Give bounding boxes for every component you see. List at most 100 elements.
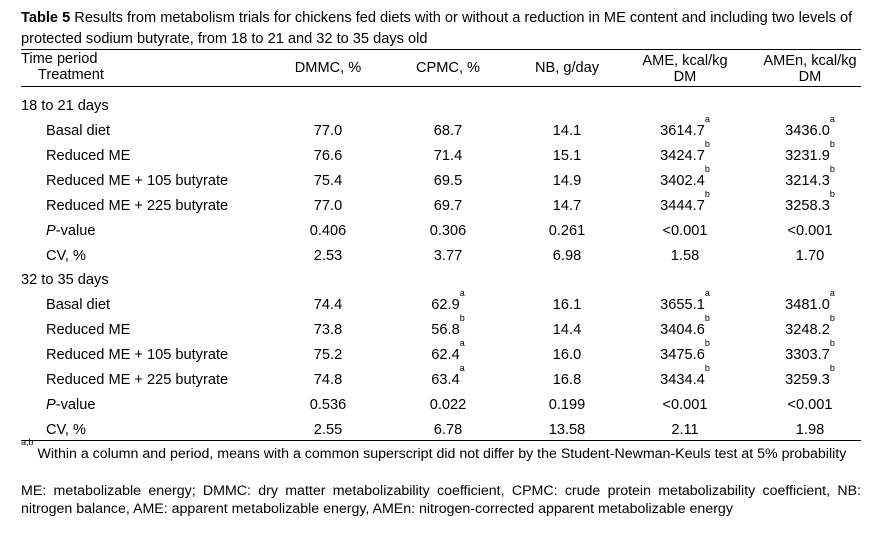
cell-value: 3475.6	[660, 347, 705, 363]
row-label: CV, %	[46, 247, 86, 265]
cell-superscript: a	[459, 363, 465, 373]
cell-value: 3404.6	[660, 322, 705, 338]
table-cell: 0.199	[507, 396, 627, 414]
table-cell: 0.536	[268, 396, 388, 414]
cell-value: 2.11	[671, 422, 699, 438]
header-rule	[21, 86, 861, 87]
cell-value: 16.1	[552, 297, 582, 313]
header-col-4-line2: DM	[673, 69, 697, 85]
cell-value: 3402.4	[660, 173, 705, 189]
cell-value: 3258.3	[785, 198, 830, 214]
header-col-1: DMMC, %	[294, 60, 362, 76]
table-cell: 1.98	[750, 421, 870, 439]
table-cell: 62.9a	[388, 289, 508, 314]
row-label-text: Reduced ME + 105 butyrate	[46, 173, 229, 189]
cell-value: 71.4	[433, 148, 463, 164]
cell-value: 13.58	[548, 422, 586, 438]
table-cell: 16.0	[507, 346, 627, 364]
cell-value: <0.001	[787, 397, 833, 413]
cell-value: 62.9	[431, 297, 460, 313]
cell-value: 3614.7	[660, 123, 705, 139]
cell-value: 2.55	[313, 422, 343, 438]
cell-superscript: b	[704, 139, 710, 149]
row-label-text: Reduced ME	[46, 148, 131, 164]
table-cell: 6.98	[507, 247, 627, 265]
cell-value: 3231.9	[785, 148, 830, 164]
cell-superscript: b	[829, 338, 835, 348]
header-time-period: Time period	[21, 51, 98, 67]
header-col-5-line2: DM	[798, 69, 822, 85]
table-cell: 13.58	[507, 421, 627, 439]
cell-superscript: b	[704, 164, 710, 174]
cell-value: 1.70	[795, 248, 825, 264]
table-cell: 6.78	[388, 421, 508, 439]
cell-value: <0.001	[662, 397, 708, 413]
cell-value: 69.7	[433, 198, 463, 214]
table-cell: 3444.7b	[625, 190, 745, 215]
table-cell: 3402.4b	[625, 165, 745, 190]
cell-value: 3248.2	[785, 322, 830, 338]
row-label-text: Reduced ME + 225 butyrate	[46, 372, 229, 388]
table-cell: <0.001	[625, 222, 745, 240]
row-label-text: Reduced ME + 105 butyrate	[46, 347, 229, 363]
cell-value: 0.261	[548, 223, 586, 239]
cell-value: <0.001	[662, 223, 708, 239]
cell-superscript: a	[704, 114, 710, 124]
table-cell: 74.4	[268, 296, 388, 314]
row-label: Reduced ME + 225 butyrate	[46, 371, 228, 389]
table-caption-text: Results from metabolism trials for chick…	[21, 10, 853, 47]
cell-value: 74.4	[313, 297, 343, 313]
cell-value: <0.001	[787, 223, 833, 239]
row-label-text: CV, %	[46, 248, 87, 264]
cell-value: 68.7	[433, 123, 463, 139]
row-label-text: Basal diet	[46, 123, 111, 139]
table-cell: 56.8b	[388, 314, 508, 339]
table-cell: 3655.1a	[625, 289, 745, 314]
table-cell: <0.001	[625, 396, 745, 414]
cell-superscript: b	[829, 189, 835, 199]
cell-value: 1.98	[795, 422, 825, 438]
row-label: Reduced ME + 105 butyrate	[46, 172, 228, 190]
cell-superscript: a	[704, 288, 710, 298]
cell-superscript: b	[829, 363, 835, 373]
cell-value: 77.0	[313, 123, 343, 139]
row-label-italic: P	[46, 397, 56, 413]
cell-value: 0.022	[429, 397, 467, 413]
cell-value: 14.4	[552, 322, 582, 338]
cell-value: 3655.1	[660, 297, 705, 313]
row-label: CV, %	[46, 421, 86, 439]
cell-value: 6.98	[552, 248, 582, 264]
cell-superscript: a	[459, 338, 465, 348]
table-cell: 16.8	[507, 371, 627, 389]
header-treatment: Treatment	[38, 67, 104, 83]
row-label: Basal diet	[46, 122, 110, 140]
table-cell: 0.406	[268, 222, 388, 240]
table-cell: 3481.0a	[750, 289, 870, 314]
cell-value: 56.8	[431, 322, 460, 338]
table-cell: 3434.4b	[625, 364, 745, 389]
cell-value: 3303.7	[785, 347, 830, 363]
cell-value: 6.78	[433, 422, 463, 438]
footnote-abbreviations: ME: metabolizable energy; DMMC: dry matt…	[21, 483, 861, 517]
cell-value: 3.77	[433, 248, 463, 264]
cell-value: 14.9	[552, 173, 582, 189]
footnote-sup: a,b	[21, 437, 34, 447]
table-cell: 15.1	[507, 147, 627, 165]
cell-superscript: b	[459, 313, 465, 323]
cell-value: 0.306	[429, 223, 467, 239]
cell-value: 63.4	[431, 372, 460, 388]
table-cell: 69.7	[388, 197, 508, 215]
footnote-superscripts: a,b Within a column and period, means wi…	[21, 438, 861, 463]
table-cell: 75.4	[268, 172, 388, 190]
cell-value: 76.6	[313, 148, 343, 164]
period-title: 18 to 21 days	[21, 98, 109, 114]
header-col-4: AME, kcal/kg	[642, 53, 728, 69]
top-rule	[21, 49, 861, 50]
bottom-rule	[21, 440, 861, 441]
cell-value: 2.53	[313, 248, 343, 264]
cell-value: 3424.7	[660, 148, 705, 164]
row-label: Reduced ME	[46, 147, 130, 165]
footnote-1-text: Within a column and period, means with a…	[33, 446, 847, 462]
cell-value: 3436.0	[785, 123, 830, 139]
table-cell: 68.7	[388, 122, 508, 140]
